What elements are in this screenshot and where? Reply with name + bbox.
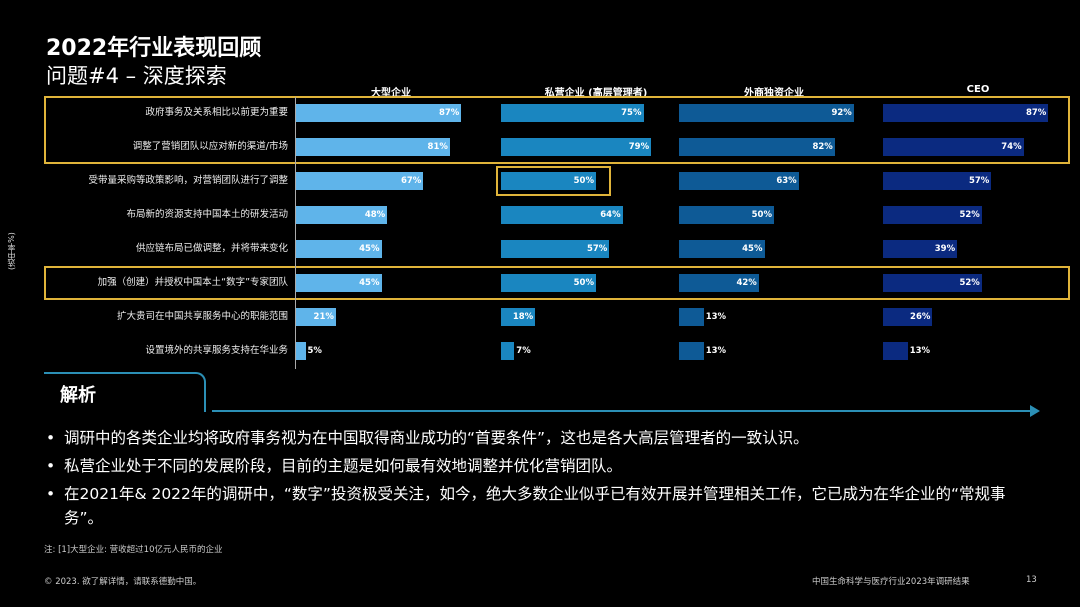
data-label: 92% [831,108,852,118]
bar [679,274,759,292]
analysis-tab [44,372,206,412]
bar [883,308,933,326]
bar [679,138,835,156]
data-label: 50% [573,278,594,288]
data-label: 45% [359,244,380,254]
bar [679,308,704,326]
bar [679,172,799,190]
copyright: © 2023. 欲了解详情，请联系德勤中国。 [44,577,202,587]
data-label: 63% [776,176,797,186]
bar [679,240,765,258]
bar [296,172,424,190]
row-label: 扩大贵司在中国共享服务中心的职能范围 [116,311,288,322]
bar [501,342,515,360]
slide-title: 2022年行业表现回顾 [46,36,262,61]
bar [883,172,992,190]
column-header: 私营企业 (高层管理者) [544,88,648,99]
bar [883,342,908,360]
column-header: 大型企业 [371,88,411,99]
data-label: 7% [516,346,531,356]
bar [883,104,1049,122]
data-label: 52% [959,210,980,220]
data-label: 13% [909,346,931,356]
bar [679,342,704,360]
chart-axis-line [295,97,296,369]
analysis-title: 解析 [60,385,96,406]
bar [296,274,382,292]
bar [679,206,774,224]
bar [883,240,958,258]
data-label: 57% [586,244,608,254]
row-highlight-box [44,266,1070,300]
data-label: 13% [705,312,727,322]
data-label: 48% [364,210,386,220]
data-label: 87% [1025,108,1047,118]
data-label: 50% [573,176,594,186]
bar [501,308,536,326]
data-label: 79% [628,142,650,152]
data-label: 50% [751,210,772,220]
bar [501,138,652,156]
bar [501,172,596,190]
row-label: 布局新的资源支持中国本土的研发活动 [126,209,288,220]
row-label: 供应链布局已做调整，并将带来变化 [135,243,288,254]
data-label: 82% [812,142,833,152]
data-label: 5% [307,346,322,356]
column-header: CEO [966,84,990,95]
footnote: 注: [1]大型企业: 营收超过10亿元人民币的企业 [44,545,223,555]
data-label: 64% [600,210,621,220]
bullet-item: 私营企业处于不同的发展阶段，目前的主题是如何最有效地调整并优化营销团队。 [44,454,1044,478]
cell-highlight-box [496,166,611,196]
row-label: 调整了营销团队以应对新的渠道/市场 [132,141,288,152]
bar [296,104,462,122]
row-label: 受带量采购等政策影响，对营销团队进行了调整 [88,175,288,186]
data-label: 57% [968,176,990,186]
data-label: 26% [910,312,931,322]
bar [679,104,854,122]
data-label: 45% [359,278,380,288]
row-label: 政府事务及关系相比以前更为重要 [145,107,288,118]
bar [501,206,623,224]
analysis-bullets: 调研中的各类企业均将政府事务视为在中国取得商业成功的“首要条件”，这也是各大高层… [44,426,1044,534]
bar [296,240,382,258]
data-label: 13% [705,346,727,356]
column-header: 外商独资企业 [744,88,804,99]
report-name: 中国生命科学与医疗行业2023年调研结果 [812,577,970,587]
data-label: 18% [512,312,534,322]
bullet-item: 调研中的各类企业均将政府事务视为在中国取得商业成功的“首要条件”，这也是各大高层… [44,426,1044,450]
data-label: 75% [621,108,642,118]
row-label: 加强（创建）并授权中国本土“数字”专家团队 [97,277,288,288]
bar [296,342,306,360]
data-label: 81% [427,142,448,152]
bullet-item: 在2021年& 2022年的调研中，“数字”投资极受关注，如今，绝大多数企业似乎… [44,482,1044,530]
data-label: 87% [438,108,460,118]
data-label: 45% [742,244,763,254]
bar [296,138,450,156]
slide-subtitle: 问题#4 – 深度探索 [46,64,227,88]
y-axis-label: (选中率%) [7,232,16,270]
bar [501,274,596,292]
bar [883,138,1024,156]
data-label: 74% [1001,142,1022,152]
data-label: 42% [736,278,757,288]
bar [296,308,336,326]
bar [501,240,610,258]
data-label: 52% [959,278,980,288]
bar [296,206,388,224]
data-label: 21% [313,312,334,322]
data-label: 67% [400,176,422,186]
arrow-line [212,410,1032,412]
row-label: 设置境外的共享服务支持在华业务 [145,345,288,356]
data-label: 39% [934,244,956,254]
row-highlight-box [44,96,1070,164]
arrow-head-icon [1030,405,1040,417]
bar [883,206,982,224]
page-number: 13 [1026,575,1037,585]
bar [883,274,982,292]
bar [501,104,644,122]
